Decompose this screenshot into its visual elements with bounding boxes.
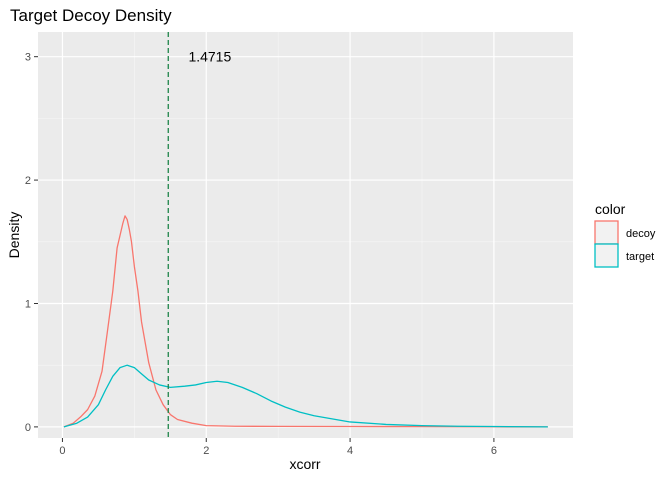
threshold-label: 1.4715 [188,49,231,65]
y-tick-label: 0 [25,422,31,434]
plot-panel [38,32,573,438]
legend-key-decoy [594,220,619,245]
major-gridlines [38,32,573,438]
legend-title: color [595,201,626,217]
legend-key-target [594,243,619,268]
x-tick-label: 2 [203,445,209,457]
series-layer [63,215,548,428]
y-axis-title: Density [6,212,22,259]
y-axis-ticks: 0 1 2 3 [25,52,38,434]
x-tick-label: 6 [491,445,497,457]
legend: color decoy target [594,201,656,268]
x-axis-title: xcorr [289,456,320,472]
y-tick-label: 2 [25,175,31,187]
chart-title: Target Decoy Density [10,6,172,25]
threshold-layer: 1.4715 [167,32,231,438]
decoy-density-line [63,215,548,428]
y-tick-label: 3 [25,52,31,64]
target-density-line [63,364,548,428]
legend-label-target: target [626,251,654,263]
x-tick-label: 4 [347,445,353,457]
x-tick-label: 0 [59,445,65,457]
legend-label-decoy: decoy [626,228,656,240]
y-tick-label: 1 [25,298,31,310]
x-axis-ticks: 0 2 4 6 [59,438,497,457]
